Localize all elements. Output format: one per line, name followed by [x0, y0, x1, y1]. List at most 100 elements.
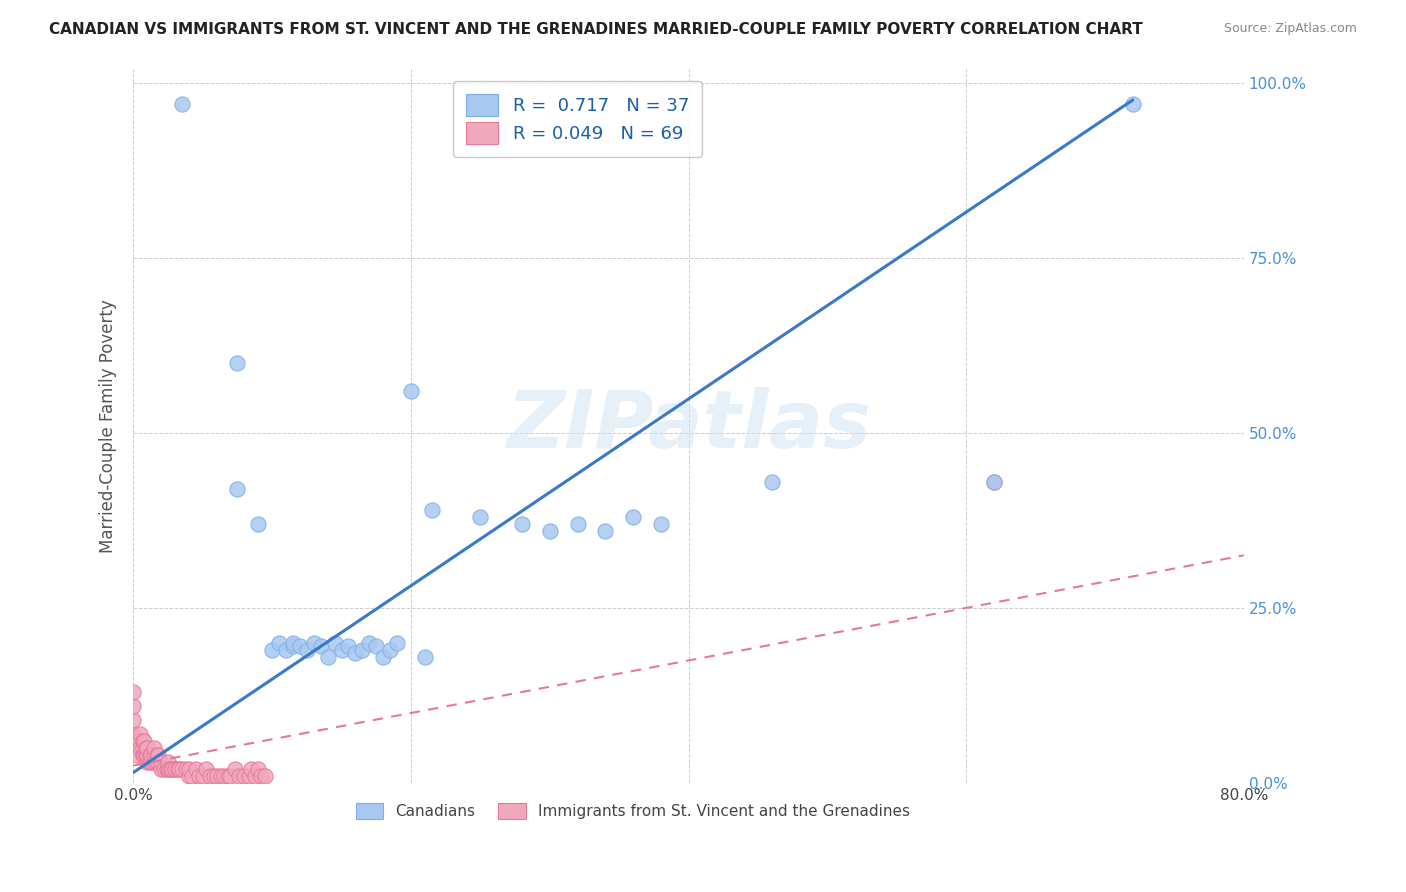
Point: [219, 769, 242, 783]
Point: [191, 769, 214, 783]
Text: Source: ZipAtlas.com: Source: ZipAtlas.com: [1223, 22, 1357, 36]
Point: [337, 640, 360, 654]
Point: [224, 762, 246, 776]
Point: [205, 769, 228, 783]
Point: [262, 643, 284, 657]
Point: [198, 769, 221, 783]
Point: [146, 747, 169, 762]
Point: [143, 755, 166, 769]
Point: [150, 755, 173, 769]
Point: [135, 747, 157, 762]
Point: [254, 769, 277, 783]
Point: [245, 769, 267, 783]
Point: [240, 762, 263, 776]
Point: [352, 643, 374, 657]
Point: [174, 762, 197, 776]
Point: [1122, 96, 1144, 111]
Legend: Canadians, Immigrants from St. Vincent and the Grenadines: Canadians, Immigrants from St. Vincent a…: [350, 797, 917, 825]
Point: [136, 741, 159, 756]
Y-axis label: Married-Couple Family Poverty: Married-Couple Family Poverty: [100, 299, 117, 553]
Point: [247, 516, 270, 531]
Point: [141, 755, 163, 769]
Point: [470, 509, 492, 524]
Point: [650, 516, 672, 531]
Point: [209, 769, 232, 783]
Point: [344, 647, 367, 661]
Point: [163, 762, 186, 776]
Point: [136, 747, 159, 762]
Point: [217, 769, 239, 783]
Point: [170, 762, 193, 776]
Point: [281, 636, 304, 650]
Point: [139, 755, 162, 769]
Point: [247, 762, 270, 776]
Point: [135, 741, 157, 756]
Point: [163, 762, 186, 776]
Point: [323, 636, 346, 650]
Point: [420, 503, 443, 517]
Point: [170, 96, 193, 111]
Point: [134, 734, 156, 748]
Point: [983, 475, 1005, 489]
Point: [359, 636, 381, 650]
Point: [378, 643, 401, 657]
Point: [274, 643, 297, 657]
Point: [145, 755, 167, 769]
Point: [567, 516, 589, 531]
Point: [238, 769, 260, 783]
Point: [288, 640, 311, 654]
Point: [593, 524, 616, 538]
Point: [761, 475, 783, 489]
Point: [226, 482, 249, 496]
Point: [132, 747, 155, 762]
Point: [385, 636, 408, 650]
Point: [157, 762, 180, 776]
Point: [180, 769, 202, 783]
Point: [177, 762, 200, 776]
Point: [143, 747, 166, 762]
Point: [177, 769, 200, 783]
Point: [127, 747, 149, 762]
Point: [316, 649, 339, 664]
Point: [330, 643, 353, 657]
Point: [983, 475, 1005, 489]
Point: [134, 747, 156, 762]
Point: [157, 762, 180, 776]
Text: ZIPatlas: ZIPatlas: [506, 387, 872, 465]
Point: [281, 640, 304, 654]
Point: [159, 762, 181, 776]
Point: [127, 734, 149, 748]
Point: [122, 741, 145, 756]
Point: [132, 734, 155, 748]
Point: [309, 640, 332, 654]
Point: [184, 762, 207, 776]
Point: [160, 762, 183, 776]
Point: [166, 762, 188, 776]
Point: [156, 762, 179, 776]
Point: [228, 769, 250, 783]
Point: [122, 727, 145, 741]
Point: [538, 524, 561, 538]
Point: [129, 741, 152, 756]
Point: [212, 769, 235, 783]
Point: [202, 769, 225, 783]
Point: [153, 762, 176, 776]
Text: CANADIAN VS IMMIGRANTS FROM ST. VINCENT AND THE GRENADINES MARRIED-COUPLE FAMILY: CANADIAN VS IMMIGRANTS FROM ST. VINCENT …: [49, 22, 1143, 37]
Point: [167, 762, 190, 776]
Point: [143, 741, 166, 756]
Point: [150, 762, 173, 776]
Point: [132, 741, 155, 756]
Point: [122, 713, 145, 727]
Point: [233, 769, 256, 783]
Point: [157, 755, 180, 769]
Point: [373, 649, 395, 664]
Point: [621, 509, 644, 524]
Point: [194, 762, 217, 776]
Point: [141, 747, 163, 762]
Point: [136, 755, 159, 769]
Point: [413, 649, 436, 664]
Point: [399, 384, 422, 398]
Point: [267, 636, 290, 650]
Point: [250, 769, 273, 783]
Point: [129, 727, 152, 741]
